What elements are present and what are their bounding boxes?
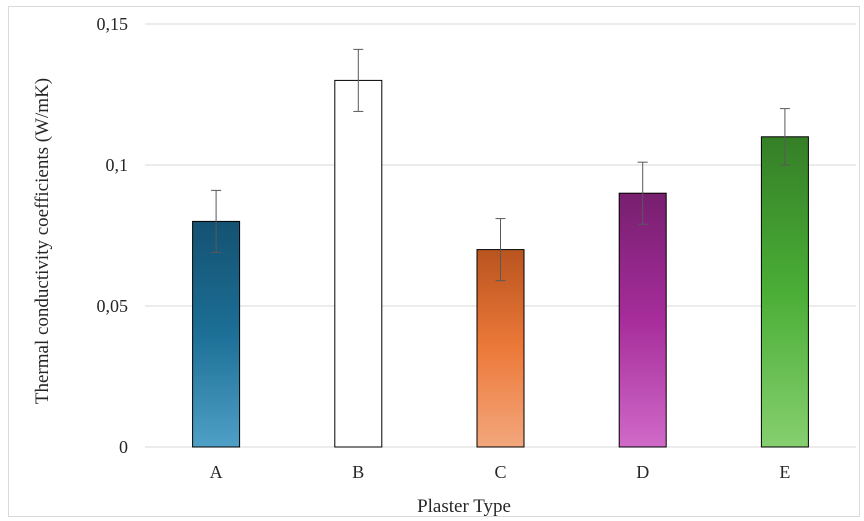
error-bar-d: [637, 161, 648, 225]
error-bar-c: [495, 218, 506, 282]
error-bar-b: [353, 48, 364, 112]
y-axis-title: Thermal conductivity coefficients (W/mK): [32, 78, 53, 404]
chart-frame: [8, 6, 860, 517]
bar-a: [192, 220, 241, 448]
bar-d: [618, 192, 667, 448]
bar-b: [334, 79, 383, 448]
x-tick-label: D: [636, 462, 649, 482]
y-tick-label: 0,05: [97, 296, 129, 316]
error-bar-e: [779, 108, 790, 166]
y-tick-labels: 0 0,05 0,1 0,15: [97, 14, 129, 457]
x-tick-label: E: [779, 462, 790, 482]
bar-c: [476, 249, 525, 448]
y-tick-label: 0: [119, 437, 128, 457]
x-tick-label: C: [494, 462, 506, 482]
error-bars: [211, 48, 790, 282]
y-tick-label: 0,1: [106, 155, 129, 175]
x-tick-label: A: [210, 462, 223, 482]
y-tick-label: 0,15: [97, 14, 129, 34]
x-tick-label: B: [352, 462, 364, 482]
x-axis-title: Plaster Type: [417, 496, 511, 517]
error-bar-a: [211, 189, 222, 253]
bar-e: [760, 136, 809, 448]
x-tick-labels: A B C D E: [210, 462, 791, 482]
bars: [192, 79, 809, 448]
